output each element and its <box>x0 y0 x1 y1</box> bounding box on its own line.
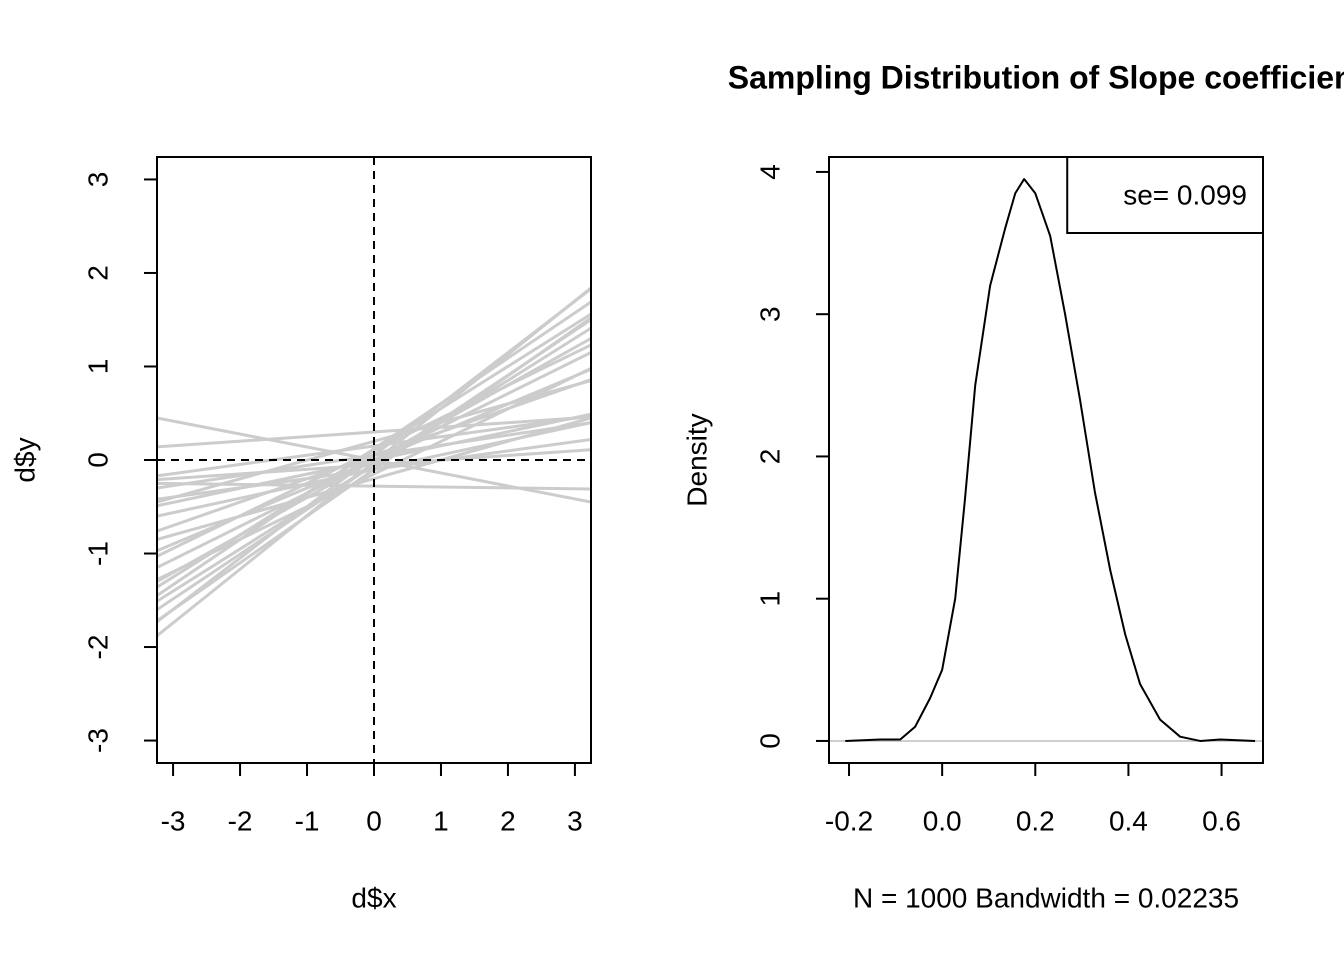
y-tick-label: 0 <box>82 452 113 468</box>
y-axis-label: Density <box>681 413 712 506</box>
x-tick-label: 0.6 <box>1202 805 1241 836</box>
series-line <box>845 178 1256 742</box>
series-line <box>157 415 591 449</box>
x-tick-label: 0.0 <box>923 805 962 836</box>
y-axis-label: d$y <box>9 437 40 482</box>
x-tick-label: 0 <box>366 805 382 836</box>
y-tick-label: 1 <box>754 591 785 607</box>
series-line <box>157 286 591 637</box>
chart-title: Sampling Distribution of Slope coefficie… <box>728 59 1344 95</box>
x-tick-label: 0.2 <box>1016 805 1055 836</box>
series-line <box>157 414 591 478</box>
legend-box <box>1066 156 1264 234</box>
x-tick-label: 0.4 <box>1109 805 1148 836</box>
x-tick-label: -2 <box>228 805 253 836</box>
y-tick-label: 2 <box>82 265 113 281</box>
y-tick-label: 4 <box>754 164 785 180</box>
plot-area <box>829 178 1263 742</box>
y-tick-label: -1 <box>82 541 113 566</box>
y-tick-label: 0 <box>754 733 785 749</box>
x-tick-label: 3 <box>567 805 583 836</box>
plot-frame <box>828 156 1264 764</box>
y-tick-label: -3 <box>82 728 113 753</box>
series-line <box>157 300 591 597</box>
series-line <box>157 318 591 611</box>
x-tick-label: -1 <box>295 805 320 836</box>
y-tick-label: -2 <box>82 635 113 660</box>
y-tick-label: 3 <box>82 172 113 188</box>
legend-text: se= 0.099 <box>1123 179 1247 210</box>
x-axis-label: N = 1000 Bandwidth = 0.02235 <box>853 882 1239 913</box>
x-tick-label: -0.2 <box>825 805 873 836</box>
y-tick-label: 1 <box>82 359 113 375</box>
plot-area <box>157 157 591 763</box>
x-tick-label: -3 <box>161 805 186 836</box>
y-tick-label: 2 <box>754 449 785 465</box>
x-axis-label: d$x <box>351 882 396 913</box>
series-line <box>157 343 591 558</box>
x-tick-label: 2 <box>500 805 516 836</box>
x-tick-label: 1 <box>433 805 449 836</box>
y-tick-label: 3 <box>754 306 785 322</box>
